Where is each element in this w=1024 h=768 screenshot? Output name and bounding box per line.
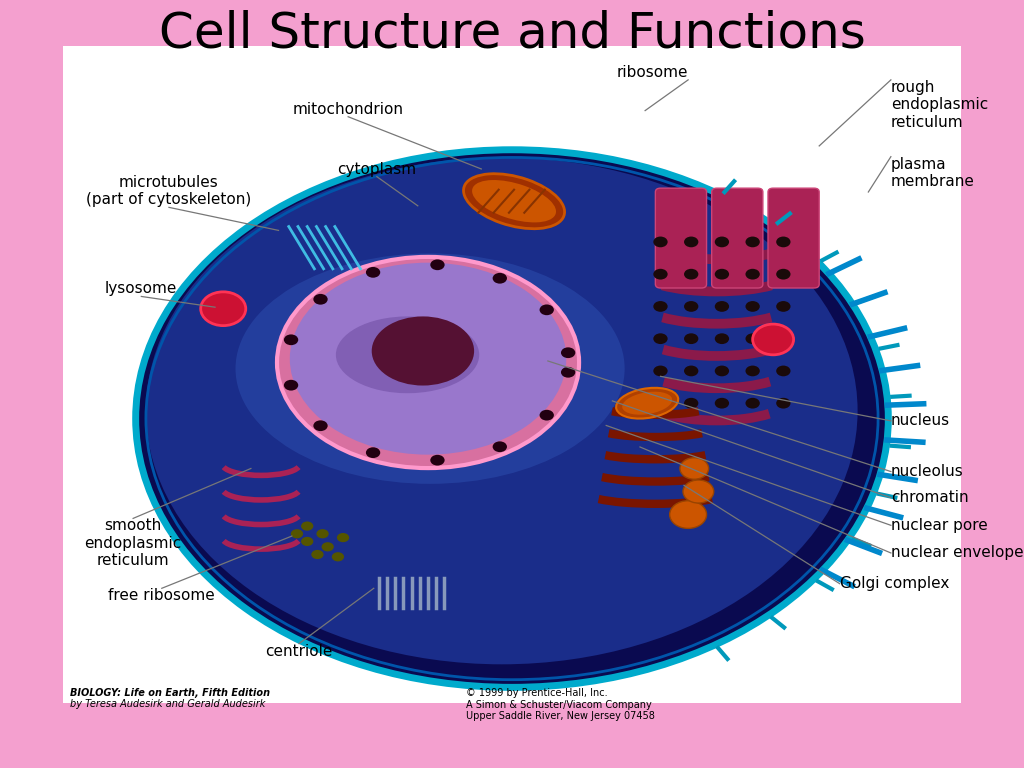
Circle shape xyxy=(684,398,698,409)
Circle shape xyxy=(753,324,794,355)
Text: nuclear envelope: nuclear envelope xyxy=(891,545,1024,561)
Circle shape xyxy=(776,366,791,376)
Circle shape xyxy=(776,398,791,409)
Text: cytoplasm: cytoplasm xyxy=(337,161,417,177)
Circle shape xyxy=(684,237,698,247)
Text: nucleolus: nucleolus xyxy=(891,464,964,479)
Ellipse shape xyxy=(623,392,672,415)
Circle shape xyxy=(366,267,380,278)
Circle shape xyxy=(493,442,507,452)
Circle shape xyxy=(301,521,313,531)
FancyBboxPatch shape xyxy=(655,188,707,288)
Circle shape xyxy=(745,398,760,409)
Circle shape xyxy=(670,501,707,528)
FancyBboxPatch shape xyxy=(712,188,763,288)
Text: plasma
membrane: plasma membrane xyxy=(891,157,975,189)
Circle shape xyxy=(311,550,324,559)
Text: by Teresa Audesirk and Gerald Audesirk: by Teresa Audesirk and Gerald Audesirk xyxy=(70,699,265,709)
Text: nucleus: nucleus xyxy=(891,413,950,429)
Text: chromatin: chromatin xyxy=(891,490,969,505)
Text: © 1999 by Prentice-Hall, Inc.
A Simon & Schuster/Viacom Company
Upper Saddle Riv: © 1999 by Prentice-Hall, Inc. A Simon & … xyxy=(466,688,654,721)
Circle shape xyxy=(684,333,698,344)
Circle shape xyxy=(322,542,334,551)
Circle shape xyxy=(653,366,668,376)
Circle shape xyxy=(745,237,760,247)
Ellipse shape xyxy=(464,174,564,229)
Circle shape xyxy=(684,301,698,312)
Circle shape xyxy=(776,269,791,280)
Ellipse shape xyxy=(276,257,580,468)
Circle shape xyxy=(284,334,298,345)
Circle shape xyxy=(291,529,303,538)
Circle shape xyxy=(561,347,575,358)
Circle shape xyxy=(313,420,328,431)
Circle shape xyxy=(745,333,760,344)
Circle shape xyxy=(316,529,329,538)
Circle shape xyxy=(680,458,709,479)
Circle shape xyxy=(653,237,668,247)
Text: centriole: centriole xyxy=(265,644,333,659)
Ellipse shape xyxy=(236,253,625,484)
Text: free ribosome: free ribosome xyxy=(109,588,215,604)
Circle shape xyxy=(776,237,791,247)
Circle shape xyxy=(715,366,729,376)
Circle shape xyxy=(561,367,575,378)
Circle shape xyxy=(540,304,554,315)
Circle shape xyxy=(776,333,791,344)
Text: microtubules
(part of cytoskeleton): microtubules (part of cytoskeleton) xyxy=(86,175,252,207)
Circle shape xyxy=(715,398,729,409)
Circle shape xyxy=(430,260,444,270)
Text: lysosome: lysosome xyxy=(105,281,177,296)
Circle shape xyxy=(653,333,668,344)
Text: BIOLOGY: Life on Earth, Fifth Edition: BIOLOGY: Life on Earth, Fifth Edition xyxy=(70,688,269,698)
Text: smooth
endoplasmic
reticulum: smooth endoplasmic reticulum xyxy=(85,518,181,568)
Circle shape xyxy=(337,533,349,542)
Text: nuclear pore: nuclear pore xyxy=(891,518,987,533)
Circle shape xyxy=(776,301,791,312)
Circle shape xyxy=(653,398,668,409)
Text: Golgi complex: Golgi complex xyxy=(840,576,949,591)
Ellipse shape xyxy=(372,316,474,386)
Text: Cell Structure and Functions: Cell Structure and Functions xyxy=(159,9,865,57)
Circle shape xyxy=(653,301,668,312)
Text: mitochondrion: mitochondrion xyxy=(293,101,403,117)
Circle shape xyxy=(366,447,380,458)
Circle shape xyxy=(313,294,328,305)
Ellipse shape xyxy=(616,388,678,419)
Circle shape xyxy=(284,380,298,391)
Circle shape xyxy=(715,301,729,312)
Circle shape xyxy=(745,269,760,280)
Circle shape xyxy=(684,366,698,376)
Circle shape xyxy=(745,301,760,312)
Circle shape xyxy=(653,269,668,280)
FancyBboxPatch shape xyxy=(63,46,961,703)
Circle shape xyxy=(201,292,246,326)
Ellipse shape xyxy=(472,180,556,223)
Ellipse shape xyxy=(290,263,566,455)
Text: ribosome: ribosome xyxy=(616,65,688,80)
Circle shape xyxy=(684,269,698,280)
Ellipse shape xyxy=(336,316,479,393)
Circle shape xyxy=(332,552,344,561)
Ellipse shape xyxy=(135,150,888,687)
Circle shape xyxy=(715,237,729,247)
Ellipse shape xyxy=(146,157,857,664)
Circle shape xyxy=(493,273,507,283)
Circle shape xyxy=(715,333,729,344)
FancyBboxPatch shape xyxy=(768,188,819,288)
Circle shape xyxy=(301,537,313,546)
Circle shape xyxy=(745,366,760,376)
Circle shape xyxy=(683,480,714,503)
Circle shape xyxy=(540,410,554,421)
Circle shape xyxy=(715,269,729,280)
Circle shape xyxy=(430,455,444,465)
Text: rough
endoplasmic
reticulum: rough endoplasmic reticulum xyxy=(891,80,988,130)
